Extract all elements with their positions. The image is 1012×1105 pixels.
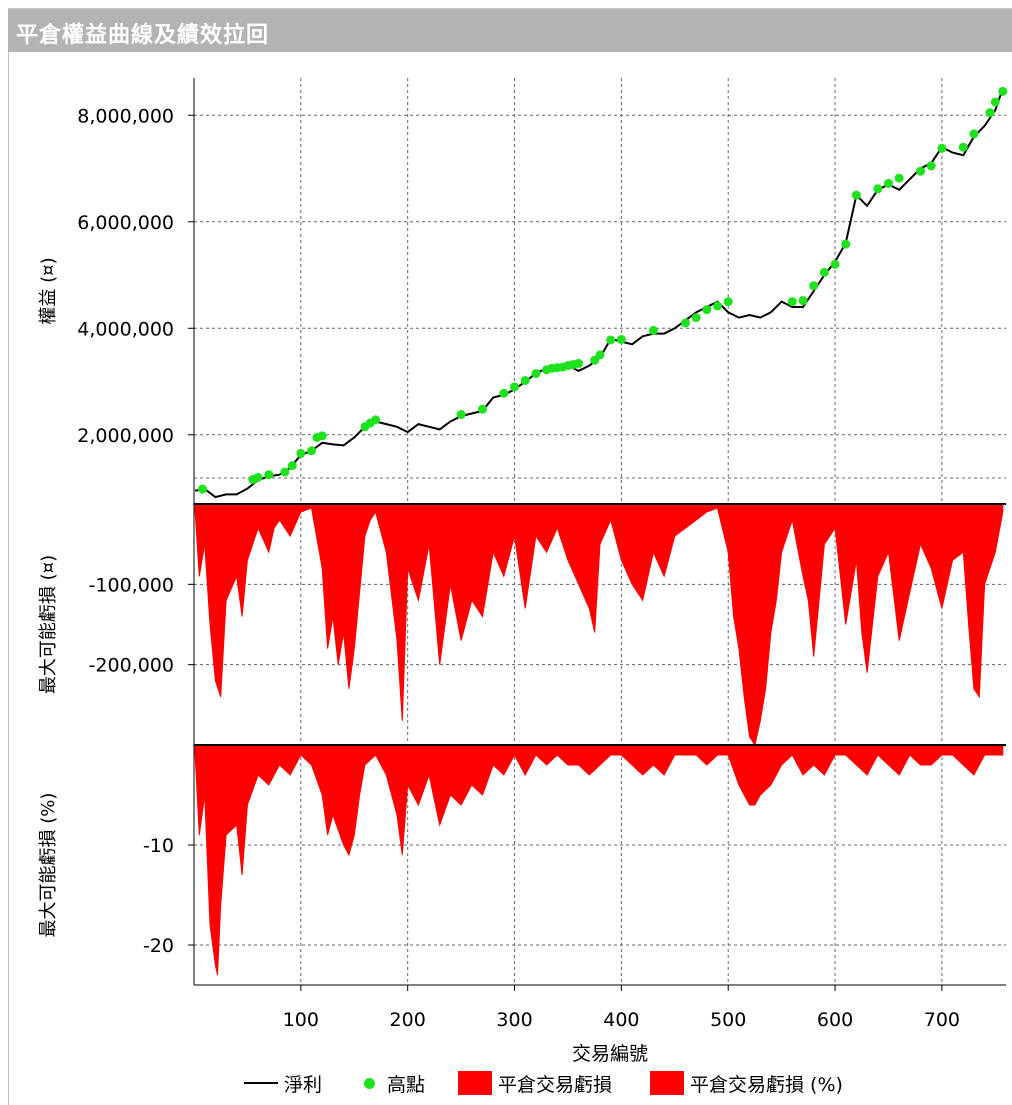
legend-box-swatch (650, 1071, 684, 1095)
peak-point (916, 166, 926, 176)
legend-label-closed-loss-pct: 平倉交易虧損 (%) (690, 1073, 843, 1096)
y-tick-label: 2,000,000 (77, 425, 174, 447)
peak-point (809, 281, 819, 291)
peak-point (456, 410, 466, 420)
peak-point (287, 461, 297, 471)
peak-point (595, 350, 605, 360)
peak-point (280, 467, 290, 477)
peak-point (723, 297, 733, 307)
peak-point (264, 470, 274, 480)
legend-label-net-profit: 淨利 (284, 1073, 323, 1096)
peak-point (371, 415, 381, 425)
panel-header: 平倉權益曲線及績效拉回 (8, 8, 1012, 52)
equity-drawdown-chart: 2,000,000 4,000,000 6,000,000 8,000,000 權益 (… (38, 78, 1008, 1065)
y-tick-label: -10 (143, 835, 174, 857)
peak-point (307, 446, 317, 456)
x-tick-label: 300 (496, 1009, 532, 1031)
peak-point (830, 259, 840, 269)
peak-point (787, 297, 797, 307)
peak-point (574, 358, 584, 368)
legend-label-closed-loss: 平倉交易虧損 (498, 1073, 613, 1096)
peak-point (253, 472, 263, 482)
drawdown-area (194, 503, 1004, 747)
legend-item-closed-loss-pct[interactable]: 平倉交易虧損 (%) (650, 1068, 843, 1098)
peak-point (926, 161, 936, 171)
legend-item-peak[interactable]: 高點 (356, 1068, 425, 1098)
x-tick-label: 400 (603, 1009, 639, 1031)
peak-point (477, 404, 487, 414)
x-axis-label: 交易編號 (572, 1043, 648, 1065)
y-tick-label: -20 (143, 935, 174, 957)
panel-frame (8, 52, 9, 1105)
peak-point (998, 86, 1008, 96)
legend-item-closed-loss[interactable]: 平倉交易虧損 (458, 1068, 612, 1098)
peak-point (985, 108, 995, 118)
peak-point (969, 129, 979, 139)
peak-point (520, 375, 530, 385)
x-tick-label: 700 (924, 1009, 960, 1031)
x-tick-label: 500 (710, 1009, 746, 1031)
y-tick-label: 4,000,000 (77, 318, 174, 340)
peak-point (841, 239, 851, 249)
peak-point (937, 143, 947, 153)
peak-point (648, 325, 658, 335)
y-tick-label: 8,000,000 (77, 105, 174, 127)
y-axis-label: 權益 (¤) (38, 257, 59, 324)
peak-point (958, 142, 968, 152)
peak-point (616, 334, 626, 344)
legend-label-peak: 高點 (387, 1073, 426, 1096)
legend-dot-swatch (364, 1077, 375, 1089)
peak-point (317, 431, 327, 441)
peak-point (296, 448, 306, 458)
peak-point (531, 369, 541, 379)
peak-point (894, 173, 904, 183)
peak-point (702, 305, 712, 315)
peak-point (883, 178, 893, 188)
legend-box-swatch (458, 1071, 492, 1095)
y-tick-label: 6,000,000 (77, 212, 174, 234)
peak-point (990, 97, 1000, 107)
drawdown-pct-area (194, 744, 1004, 976)
peak-point (873, 184, 883, 194)
peak-point (819, 267, 829, 277)
peak-point (713, 301, 723, 311)
peak-point (606, 335, 616, 345)
peak-point (851, 190, 861, 200)
x-tick-label: 600 (817, 1009, 853, 1031)
peak-point (798, 296, 808, 306)
peak-point (198, 484, 208, 494)
x-tick-label: 200 (390, 1009, 426, 1031)
y-tick-label: -100,000 (89, 574, 174, 596)
legend-line-swatch (244, 1082, 278, 1084)
peak-point (680, 318, 690, 328)
x-tick-label: 100 (283, 1009, 319, 1031)
panel-title: 平倉權益曲線及績效拉回 (16, 23, 270, 48)
y-axis-label: 最大可能虧損 (%) (38, 793, 59, 938)
chart-legend: 淨利 高點 平倉交易虧損 平倉交易虧損 (%) (0, 1068, 1012, 1098)
y-tick-label: -200,000 (89, 655, 174, 677)
peak-point (499, 388, 509, 398)
legend-item-net-profit[interactable]: 淨利 (244, 1068, 322, 1098)
peak-point (691, 313, 701, 323)
peak-point (510, 382, 520, 392)
y-axis-label: 最大可能虧損 (¤) (38, 555, 59, 694)
